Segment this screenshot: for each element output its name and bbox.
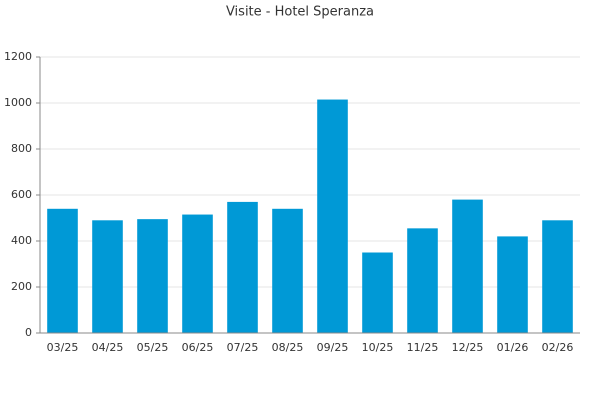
x-tick-label: 09/25 [317,341,349,354]
bar [452,199,483,333]
bar [407,228,438,333]
y-tick-label: 0 [25,326,32,339]
chart-title: Visite - Hotel Speranza [226,5,374,20]
x-tick-label: 07/25 [227,341,259,354]
bar [497,236,528,333]
bar [542,220,573,333]
bar [362,252,393,333]
y-tick-label: 200 [11,280,32,293]
y-tick-label: 800 [11,142,32,155]
x-tick-label: 03/25 [47,341,79,354]
y-tick-label: 400 [11,234,32,247]
y-tick-label: 1200 [4,50,32,63]
y-tick-label: 1000 [4,96,32,109]
x-tick-label: 11/25 [407,341,439,354]
bar [227,201,258,333]
x-tick-label: 06/25 [182,341,214,354]
x-tick-label: 12/25 [452,341,484,354]
bar [272,208,303,333]
x-tick-label: 08/25 [272,341,304,354]
x-tick-label: 04/25 [92,341,124,354]
x-tick-label: 10/25 [362,341,394,354]
x-tick-label: 02/26 [542,341,574,354]
x-tick-label: 01/26 [497,341,529,354]
bar [47,208,78,333]
x-tick-label: 05/25 [137,341,169,354]
y-tick-label: 600 [11,188,32,201]
bar [182,214,213,333]
bar [317,99,348,333]
bar [137,219,168,333]
bar [92,220,123,333]
